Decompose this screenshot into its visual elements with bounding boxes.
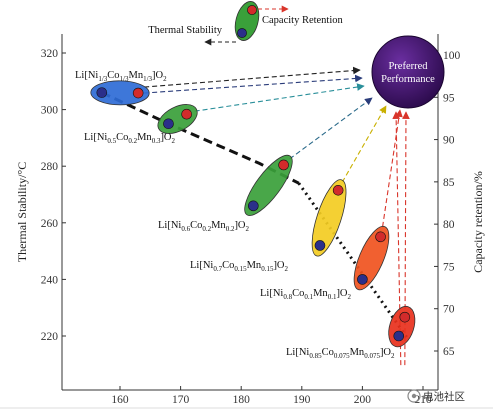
thermal-point bbox=[357, 274, 368, 285]
material-ellipse bbox=[244, 154, 293, 216]
y2-tick-label: 90 bbox=[443, 135, 455, 147]
thermal-point bbox=[314, 240, 326, 251]
capacity-point bbox=[399, 311, 411, 323]
y2-tick-label: 70 bbox=[443, 304, 455, 316]
trend-line-dashed bbox=[101, 91, 300, 185]
capacity-point bbox=[278, 159, 289, 171]
watermark-logo-dot bbox=[411, 393, 417, 399]
legend-thermal-text: Thermal Stability bbox=[148, 25, 223, 36]
arrow-to-preferred bbox=[144, 74, 363, 94]
material-ellipse bbox=[90, 80, 150, 106]
y-axis-label: Thermal Stability/°C bbox=[15, 162, 29, 262]
x-tick-label: 200 bbox=[354, 394, 372, 406]
plot-frame bbox=[61, 34, 439, 391]
thermal-point bbox=[248, 200, 259, 212]
watermark-text: 电池社区 bbox=[423, 390, 465, 403]
y2-tick-label: 95 bbox=[443, 92, 455, 104]
capacity-point bbox=[181, 108, 192, 120]
capacity-point bbox=[132, 87, 144, 99]
thermal-point bbox=[163, 118, 174, 130]
y-tick-label: 320 bbox=[41, 48, 59, 60]
material-ellipses bbox=[90, 80, 416, 348]
preferred-performance-circle bbox=[371, 35, 445, 109]
material-label: Li[Ni0.8Co0.1Mn0.1]O2 bbox=[260, 288, 352, 301]
y-tick-label: 280 bbox=[41, 161, 59, 173]
capacity-point bbox=[375, 231, 386, 243]
material-label: Li[Ni0.5Co0.2Mn0.3]O2 bbox=[84, 132, 176, 145]
y2-tick-label: 75 bbox=[443, 261, 455, 273]
material-label: Li[Ni0.85Co0.075Mn0.075]O2 bbox=[286, 347, 395, 360]
capacity-point bbox=[332, 185, 344, 196]
thermal-point bbox=[393, 330, 405, 342]
tick-group: 160 170 180 190 200 210 220 240 260 280 300 320 65 70… bbox=[41, 48, 461, 406]
material-label: Li[Ni1/3Co1/3Mn1/3]O2 bbox=[75, 70, 167, 83]
watermark: 电池社区 bbox=[407, 389, 465, 403]
arrow-to-preferred bbox=[144, 66, 361, 88]
y-tick-label: 260 bbox=[41, 218, 59, 230]
material-ellipse bbox=[311, 179, 347, 257]
preferred-line-2: Performance bbox=[381, 74, 435, 85]
y2-tick-label: 85 bbox=[443, 177, 455, 189]
material-ellipse bbox=[353, 225, 390, 291]
material-label: Li[Ni0.7Co0.15Mn0.15]O2 bbox=[190, 260, 289, 273]
thermal-point bbox=[96, 87, 108, 98]
material-label: Li[Ni0.6Co0.2Mn0.2]O2 bbox=[158, 220, 250, 233]
preferred-line-1: Preferred bbox=[388, 61, 428, 72]
watermark-logo-icon bbox=[407, 389, 421, 403]
legend-capacity-text: Capacity Retention bbox=[262, 15, 344, 26]
legend: Capacity Retention Thermal Stability bbox=[148, 1, 344, 46]
x-tick-label: 160 bbox=[111, 394, 129, 406]
arrow-to-preferred bbox=[289, 97, 373, 160]
x-tick-label: 170 bbox=[172, 394, 190, 406]
y-tick-label: 220 bbox=[41, 331, 59, 343]
y2-axis-label: Capacity retention/% bbox=[471, 171, 485, 273]
x-tick-label: 180 bbox=[233, 394, 251, 406]
legend-capacity-dot bbox=[247, 5, 257, 15]
y2-tick-label: 100 bbox=[443, 50, 461, 62]
arrow-to-preferred bbox=[382, 109, 403, 227]
y-tick-label: 300 bbox=[41, 105, 59, 117]
material-labels: Li[Ni1/3Co1/3Mn1/3]O2 Li[Ni0.5Co0.2Mn0.3]… bbox=[75, 70, 395, 360]
y2-tick-label: 80 bbox=[443, 219, 455, 231]
y2-tick-label: 65 bbox=[443, 346, 455, 358]
y-tick-label: 240 bbox=[41, 274, 59, 286]
arrow-to-preferred bbox=[194, 83, 365, 112]
x-tick-label: 210 bbox=[414, 394, 432, 406]
arrow-to-preferred bbox=[341, 105, 387, 183]
x-tick-label: 190 bbox=[293, 394, 311, 406]
legend-thermal-dot bbox=[237, 28, 247, 38]
